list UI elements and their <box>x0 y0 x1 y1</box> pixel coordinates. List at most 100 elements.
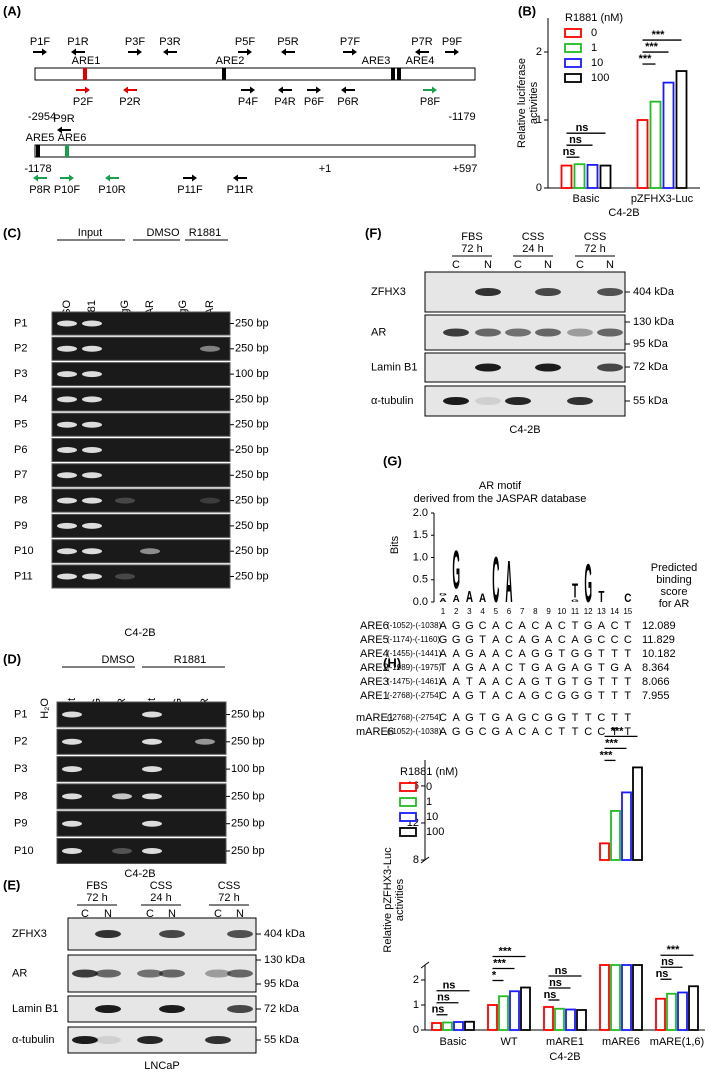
are-site <box>391 68 395 80</box>
coordinate: +597 <box>453 163 478 175</box>
logo-letter: G <box>584 555 592 615</box>
sequence-letter: G <box>571 690 580 702</box>
size-marker: 55 kDa <box>264 1034 300 1046</box>
significance-label: *** <box>667 944 681 956</box>
are-label: ARE5 <box>26 132 55 144</box>
are-site <box>83 68 87 80</box>
significance-label: *** <box>600 749 614 761</box>
sequence-letter: G <box>584 690 593 702</box>
gel-strip <box>51 513 231 538</box>
gel-band <box>57 345 77 352</box>
sequence-letter: A <box>532 726 540 738</box>
gel-band <box>142 711 162 718</box>
x-tick-label: mARE1 <box>546 1036 584 1048</box>
sequence-letter: A <box>492 620 500 632</box>
size-marker: 250 bp <box>235 393 269 405</box>
primer-arrow-head <box>281 48 286 56</box>
blot-band <box>597 288 623 296</box>
row-label: P9 <box>14 818 27 830</box>
row-label: P8 <box>14 495 27 507</box>
legend-label: 10 <box>426 811 438 823</box>
sequence-letter: T <box>598 676 605 688</box>
sequence-letter: T <box>572 712 579 724</box>
are-site <box>36 145 40 157</box>
bar <box>675 70 688 189</box>
row-label: P8 <box>14 790 27 802</box>
site-range: (-1174)-(-1160) <box>387 635 440 644</box>
significance-label: ns <box>437 992 450 1004</box>
legend-swatch <box>564 73 582 83</box>
sequence-letter: C <box>505 662 513 674</box>
sequence-letter: A <box>453 690 461 702</box>
sequence-letter: C <box>611 634 619 646</box>
significance-label: *** <box>499 945 513 957</box>
sequence-letter: A <box>479 676 487 688</box>
row-label: P1 <box>14 317 27 329</box>
gel-band <box>115 573 135 580</box>
row-label: P3 <box>14 368 27 380</box>
sequence-letter: C <box>505 648 513 660</box>
primer-arrow-head <box>57 126 62 134</box>
bar <box>520 986 531 1031</box>
gel-band <box>57 573 77 580</box>
bar <box>662 81 675 189</box>
lane-label: N <box>104 908 112 920</box>
group-label: 24 h <box>522 243 543 255</box>
significance-label: * <box>492 969 497 981</box>
sequence-letter: T <box>440 662 447 674</box>
gel-band <box>57 421 77 428</box>
lane-label: C <box>452 259 460 271</box>
gel-band <box>57 497 77 504</box>
legend-label: 1 <box>426 796 432 808</box>
lane-label: N <box>168 908 176 920</box>
binding-score: 7.955 <box>642 690 670 702</box>
size-marker: 250 bp <box>231 790 265 802</box>
group-label: 72 h <box>218 892 239 904</box>
size-marker: 130 kDa <box>633 316 675 328</box>
significance-label: *** <box>605 737 619 749</box>
gel-strip <box>51 362 231 387</box>
logo-letter: G <box>439 592 447 596</box>
blot-band <box>137 1036 163 1044</box>
blot-band <box>205 969 231 978</box>
significance-label: ns <box>443 980 456 992</box>
primer-label: P6F <box>304 96 324 108</box>
primer-label: P10F <box>54 184 81 196</box>
are-site <box>222 68 226 80</box>
sequence-letter: T <box>611 712 618 724</box>
sequence-letter: G <box>452 620 461 632</box>
sequence-letter: T <box>479 690 486 702</box>
site-range: (-2768)-(-2754) <box>387 713 442 722</box>
logo-letter: A <box>453 594 460 605</box>
x-tick-label: Basic <box>573 193 600 205</box>
sequence-letter: C <box>531 712 539 724</box>
gel-band <box>62 848 82 854</box>
position-label: 9 <box>546 607 551 616</box>
logo-letter: G <box>571 599 579 603</box>
blot-band <box>227 930 253 938</box>
panel-label: (D) <box>3 651 21 666</box>
sequence-letter: T <box>624 712 631 724</box>
score-header: binding <box>656 574 691 586</box>
sequence-letter: A <box>439 726 447 738</box>
site-range: (-1455)-(-1441) <box>387 649 442 658</box>
group-label: DMSO <box>102 654 135 666</box>
size-marker: 250 bp <box>231 708 265 720</box>
gel-strip <box>51 438 231 462</box>
sequence-letter: C <box>479 620 487 632</box>
logo-tick-label: 0.0 <box>413 596 428 608</box>
site-name: ARE5 <box>360 634 389 646</box>
gel-band <box>82 320 102 327</box>
position-label: 15 <box>623 607 632 616</box>
site-name: ARE4 <box>360 648 389 660</box>
gel-strip <box>56 701 227 728</box>
size-marker: 95 kDa <box>633 338 669 350</box>
lane-label: C <box>576 259 584 271</box>
primer-arrow-head <box>415 48 420 56</box>
sequence-letter: T <box>611 676 618 688</box>
motif-subtitle: derived from the JASPAR database <box>414 493 587 505</box>
promoter-map <box>34 144 476 158</box>
y-tick-label: 8 <box>413 854 419 866</box>
panel-label: (H) <box>383 655 401 670</box>
